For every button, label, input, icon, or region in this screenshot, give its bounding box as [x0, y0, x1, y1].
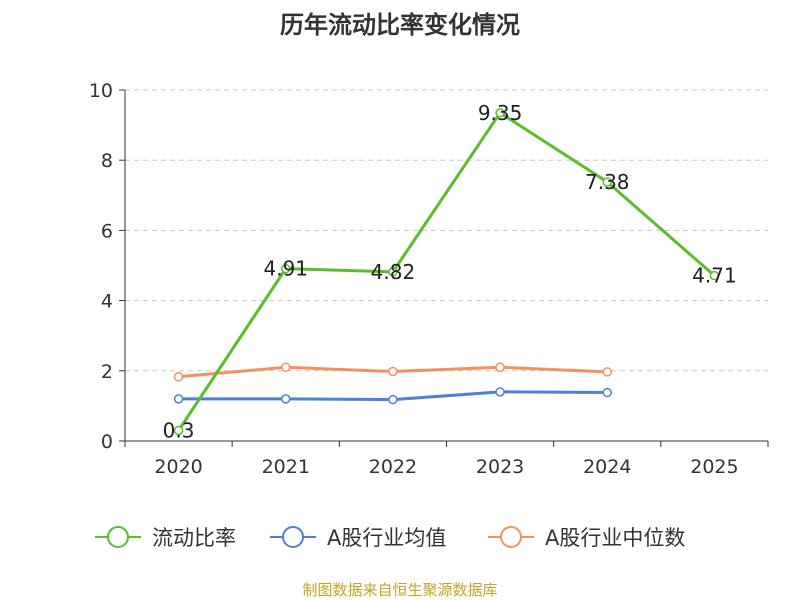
- data-point: [281, 394, 291, 404]
- data-point: [173, 425, 184, 436]
- data-point: [173, 394, 184, 404]
- data-point: [388, 267, 398, 277]
- axes: [119, 89, 769, 447]
- legend[interactable]: 流动比率 A股行业均值 A股行业中位数: [95, 526, 685, 550]
- data-point: [281, 263, 291, 274]
- series-lines: [177, 111, 716, 432]
- data-label: 0.3: [163, 418, 195, 442]
- data-point: [388, 394, 398, 405]
- y-tick-label: 0: [101, 431, 113, 453]
- legend-label: A股行业均值: [327, 526, 446, 550]
- legend-marker: [282, 526, 304, 548]
- data-label: 4.82: [371, 260, 416, 284]
- x-tick-label: 2021: [262, 456, 310, 478]
- data-point: [388, 366, 398, 377]
- data-label: 7.38: [585, 170, 630, 194]
- y-tick-label: 2: [101, 361, 113, 383]
- legend-marker: [500, 526, 522, 548]
- y-tick-label: 4: [101, 291, 113, 313]
- x-tick-label: 2024: [583, 456, 631, 478]
- legend-label: A股行业中位数: [545, 526, 685, 550]
- x-tick-label: 2023: [476, 456, 524, 478]
- y-tick-label: 10: [89, 80, 113, 102]
- data-point: [495, 108, 505, 118]
- x-tick-label: 2020: [154, 456, 202, 478]
- y-axis-ticks: 0 2 4 6 8 10: [89, 80, 113, 453]
- series-points: [173, 108, 720, 436]
- x-tick-label: 2022: [369, 456, 417, 478]
- data-point: [281, 362, 291, 373]
- data-point: [173, 372, 184, 382]
- series-line: [177, 111, 716, 432]
- source-note: 制图数据来自恒生聚源数据库: [302, 581, 497, 599]
- data-label: 4.91: [263, 257, 308, 281]
- y-tick-label: 6: [101, 220, 113, 242]
- data-label: 9.35: [478, 101, 523, 125]
- chart-title: 历年流动比率变化情况: [280, 11, 520, 39]
- data-point: [602, 387, 612, 398]
- data-point: [495, 362, 505, 373]
- data-point: [602, 367, 612, 377]
- data-point: [709, 270, 720, 281]
- y-tick-label: 8: [101, 150, 113, 172]
- data-label: 4.71: [692, 264, 737, 288]
- data-point: [602, 177, 612, 187]
- legend-label: 流动比率: [152, 526, 236, 550]
- data-labels: 0.3 4.91 4.82 9.35 7.38 4.71: [163, 101, 737, 443]
- legend-marker: [107, 526, 129, 548]
- grid-lines: [125, 89, 768, 372]
- x-tick-label: 2025: [690, 456, 738, 478]
- x-axis-ticks: 2020 2021 2022 2023 2024 2025: [154, 456, 738, 478]
- data-point: [495, 387, 505, 397]
